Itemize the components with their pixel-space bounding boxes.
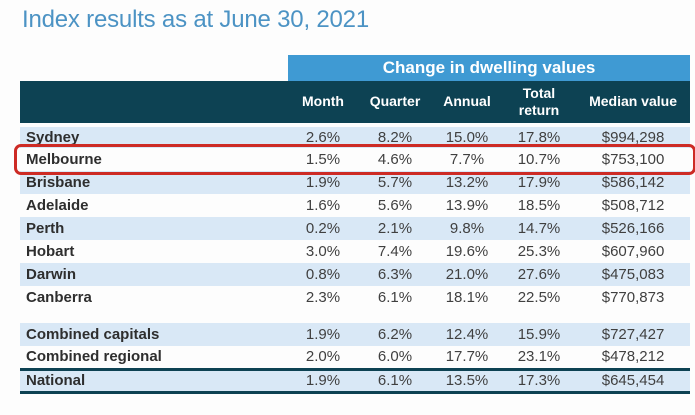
cell-median-value: $645,454 bbox=[576, 367, 691, 394]
table-row: Adelaide 1.6% 5.6% 13.9% 18.5% $508,712 bbox=[20, 194, 690, 217]
row-label: Brisbane bbox=[26, 174, 91, 191]
cell-median-value: $753,100 bbox=[601, 151, 665, 168]
cell-annual: 17.7% bbox=[445, 348, 489, 366]
cell-total-return: 15.9% bbox=[517, 326, 561, 343]
cell-quarter: 7.4% bbox=[377, 243, 413, 260]
table-row: Hobart 3.0% 7.4% 19.6% 25.3% $607,960 bbox=[20, 240, 690, 263]
table-row: National 1.9% 6.1% 13.5% 17.3% $645,454 bbox=[20, 367, 691, 394]
row-label: Canberra bbox=[26, 289, 92, 306]
dwelling-values-table: Change in dwelling values Month Quarter … bbox=[20, 55, 691, 394]
cell-annual: 13.9% bbox=[445, 197, 489, 214]
cell-total-return: 27.6% bbox=[517, 266, 561, 283]
table-row: Perth 0.2% 2.1% 9.8% 14.7% $526,166 bbox=[20, 217, 691, 240]
cell-month: 0.8% bbox=[305, 266, 341, 283]
cell-median-value: $526,166 bbox=[601, 220, 665, 237]
region-column-header bbox=[20, 81, 288, 127]
cell-median-value: $770,873 bbox=[601, 289, 665, 306]
column-header-annual: Annual bbox=[432, 81, 502, 127]
cell-median-value: $727,427 bbox=[601, 326, 665, 343]
cell-month: 1.6% bbox=[305, 197, 341, 214]
banner-spacer bbox=[20, 55, 288, 81]
cell-month: 2.3% bbox=[305, 289, 341, 306]
column-header-row: Month Quarter Annual Total return Median… bbox=[20, 81, 691, 127]
cell-quarter: 2.1% bbox=[377, 220, 413, 237]
cell-annual: 9.8% bbox=[449, 220, 485, 237]
cell-total-return: 18.5% bbox=[517, 197, 561, 214]
column-header-month: Month bbox=[288, 81, 358, 127]
cell-annual: 13.5% bbox=[432, 367, 502, 394]
cell-annual: 7.7% bbox=[449, 151, 485, 168]
cell-total-return: 17.3% bbox=[502, 367, 576, 394]
cell-median-value: $475,083 bbox=[601, 266, 665, 283]
column-header-quarter: Quarter bbox=[358, 81, 432, 127]
banner-row: Change in dwelling values bbox=[20, 55, 691, 81]
row-label: Darwin bbox=[26, 266, 77, 283]
cell-total-return: 22.5% bbox=[517, 289, 561, 306]
row-label: Combined regional bbox=[26, 348, 162, 366]
cell-month: 1.9% bbox=[305, 174, 341, 191]
row-label: Hobart bbox=[26, 243, 75, 260]
cell-annual: 15.0% bbox=[445, 129, 489, 146]
cell-median-value: $994,298 bbox=[601, 129, 665, 146]
table-row: Melbourne 1.5% 4.6% 7.7% 10.7% $753,100 bbox=[20, 148, 690, 171]
spacer-row bbox=[20, 309, 690, 323]
cell-month: 1.9% bbox=[305, 326, 341, 343]
cell-annual: 18.1% bbox=[445, 289, 489, 306]
row-label: Sydney bbox=[26, 129, 80, 146]
cell-annual: 13.2% bbox=[445, 174, 489, 191]
column-header-median-value: Median value bbox=[576, 81, 691, 127]
cell-total-return: 10.7% bbox=[517, 151, 561, 168]
row-label: Perth bbox=[26, 220, 65, 237]
table-row: Combined regional 2.0% 6.0% 17.7% 23.1% … bbox=[20, 346, 690, 369]
cell-quarter: 6.1% bbox=[358, 367, 432, 394]
cell-total-return: 25.3% bbox=[517, 243, 561, 260]
table-row: Brisbane 1.9% 5.7% 13.2% 17.9% $586,142 bbox=[20, 171, 691, 194]
cell-annual: 21.0% bbox=[445, 266, 489, 283]
cell-quarter: 5.6% bbox=[377, 197, 413, 214]
row-label: Melbourne bbox=[26, 151, 102, 168]
row-label: National bbox=[20, 367, 288, 394]
cell-total-return: 17.9% bbox=[517, 174, 561, 191]
table-row: Darwin 0.8% 6.3% 21.0% 27.6% $475,083 bbox=[20, 263, 691, 286]
cell-median-value: $607,960 bbox=[601, 243, 665, 260]
cell-quarter: 4.6% bbox=[377, 151, 413, 168]
cell-quarter: 6.0% bbox=[377, 348, 413, 366]
cell-month: 2.6% bbox=[305, 129, 341, 146]
cell-annual: 19.6% bbox=[445, 243, 489, 260]
cell-total-return: 17.8% bbox=[517, 129, 561, 146]
cell-median-value: $478,212 bbox=[601, 348, 665, 366]
cell-median-value: $586,142 bbox=[601, 174, 665, 191]
column-header-total-return: Total return bbox=[502, 81, 576, 127]
cell-annual: 12.4% bbox=[445, 326, 489, 343]
cell-quarter: 6.2% bbox=[377, 326, 413, 343]
cell-month: 2.0% bbox=[305, 348, 341, 366]
table-row: Canberra 2.3% 6.1% 18.1% 22.5% $770,873 bbox=[20, 286, 690, 309]
cell-month: 3.0% bbox=[305, 243, 341, 260]
cell-month: 1.5% bbox=[305, 151, 341, 168]
cell-quarter: 6.1% bbox=[377, 289, 413, 306]
table-row: Sydney 2.6% 8.2% 15.0% 17.8% $994,298 bbox=[20, 125, 691, 148]
cell-quarter: 5.7% bbox=[377, 174, 413, 191]
cell-month: 0.2% bbox=[305, 220, 341, 237]
banner-change-in-dwelling-values: Change in dwelling values bbox=[288, 55, 691, 81]
cell-quarter: 6.3% bbox=[377, 266, 413, 283]
row-label: Combined capitals bbox=[26, 326, 160, 343]
cell-month: 1.9% bbox=[288, 367, 358, 394]
cell-median-value: $508,712 bbox=[601, 197, 665, 214]
cell-total-return: 14.7% bbox=[517, 220, 561, 237]
cell-quarter: 8.2% bbox=[377, 129, 413, 146]
cell-total-return: 23.1% bbox=[517, 348, 561, 366]
row-label: Adelaide bbox=[26, 197, 89, 214]
page-title: Index results as at June 30, 2021 bbox=[22, 6, 369, 33]
table-row: Combined capitals 1.9% 6.2% 12.4% 15.9% … bbox=[20, 323, 691, 346]
